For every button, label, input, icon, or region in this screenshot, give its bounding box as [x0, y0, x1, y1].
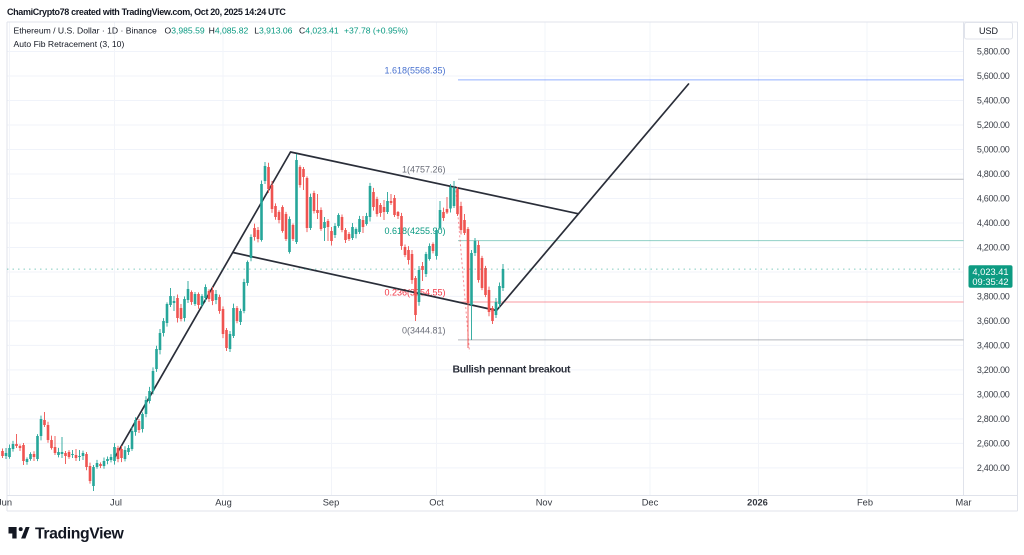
- svg-text:4,200.00: 4,200.00: [977, 242, 1010, 252]
- svg-text:2,600.00: 2,600.00: [977, 438, 1010, 448]
- svg-text:2026: 2026: [747, 498, 768, 508]
- svg-text:3,400.00: 3,400.00: [977, 340, 1010, 350]
- svg-text:5,600.00: 5,600.00: [977, 71, 1010, 81]
- svg-text:Auto Fib Retracement (3, 10): Auto Fib Retracement (3, 10): [14, 39, 125, 49]
- svg-text:Ethereum / U.S. Dollar · 1D ·: Ethereum / U.S. Dollar · 1D · Binance: [14, 26, 158, 36]
- svg-text:Mar: Mar: [955, 498, 971, 508]
- svg-text:5,800.00: 5,800.00: [977, 47, 1010, 57]
- svg-text:4,600.00: 4,600.00: [977, 193, 1010, 203]
- svg-text:3,200.00: 3,200.00: [977, 365, 1010, 375]
- svg-text:Bullish pennant breakout: Bullish pennant breakout: [453, 364, 571, 376]
- svg-text:Feb: Feb: [857, 498, 873, 508]
- svg-text:09:35:42: 09:35:42: [972, 277, 1008, 287]
- svg-text:3,800.00: 3,800.00: [977, 291, 1010, 301]
- svg-text:5,000.00: 5,000.00: [977, 145, 1010, 155]
- svg-text:4,023.41: 4,023.41: [972, 267, 1008, 277]
- svg-text:ChamiCrypto78 created with Tra: ChamiCrypto78 created with TradingView.c…: [7, 7, 286, 17]
- svg-text:1.618(5568.35): 1.618(5568.35): [384, 65, 445, 75]
- svg-text:Jun: Jun: [0, 498, 12, 508]
- svg-text:Sep: Sep: [323, 498, 340, 508]
- svg-text:Aug: Aug: [215, 498, 232, 508]
- svg-text:Jul: Jul: [110, 498, 122, 508]
- svg-text:2,400.00: 2,400.00: [977, 463, 1010, 473]
- svg-text:Nov: Nov: [536, 498, 553, 508]
- svg-text:0(3444.81): 0(3444.81): [402, 325, 446, 335]
- svg-text:1(4757.26): 1(4757.26): [402, 165, 446, 175]
- svg-text:2,800.00: 2,800.00: [977, 414, 1010, 424]
- svg-text:USD: USD: [979, 26, 999, 36]
- svg-text:3,600.00: 3,600.00: [977, 316, 1010, 326]
- svg-text:4,400.00: 4,400.00: [977, 218, 1010, 228]
- svg-text:4,800.00: 4,800.00: [977, 169, 1010, 179]
- svg-text:5,200.00: 5,200.00: [977, 120, 1010, 130]
- svg-text:Oct: Oct: [429, 498, 444, 508]
- svg-text:3,000.00: 3,000.00: [977, 389, 1010, 399]
- svg-text:TradingView: TradingView: [35, 526, 124, 543]
- svg-text:Dec: Dec: [642, 498, 659, 508]
- svg-text:0.618(4255.90): 0.618(4255.90): [384, 226, 445, 236]
- svg-text:5,400.00: 5,400.00: [977, 96, 1010, 106]
